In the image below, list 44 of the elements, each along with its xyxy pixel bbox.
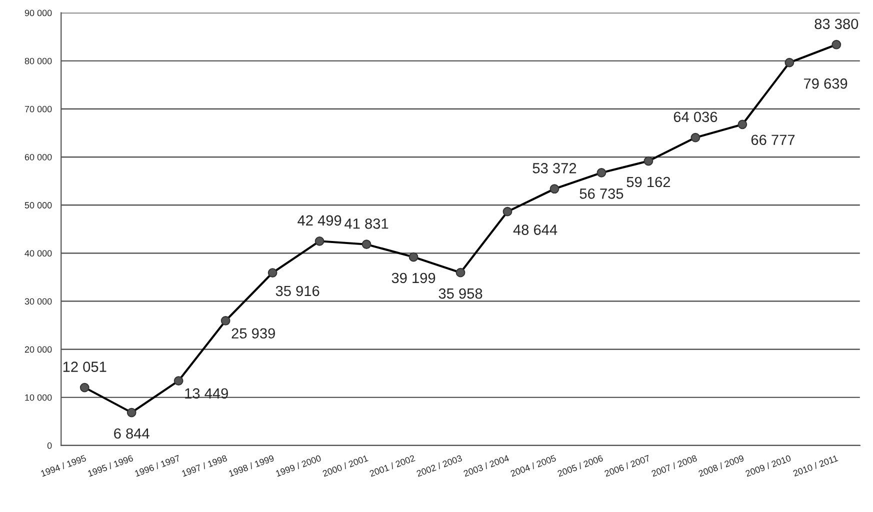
y-tick-label: 30 000 — [24, 298, 52, 305]
data-label: 56 735 — [580, 188, 624, 199]
x-tick-label: 2004 / 2005 — [510, 454, 556, 477]
data-label: 35 958 — [438, 288, 482, 299]
x-tick-label: 1995 / 1996 — [87, 454, 134, 477]
x-tick-label: 1998 / 1999 — [228, 454, 274, 477]
x-tick-label: 2005 / 2006 — [557, 454, 604, 477]
x-tick-label: 2008 / 2009 — [698, 454, 744, 477]
data-label: 83 380 — [814, 18, 858, 30]
x-tick-label: 1996 / 1997 — [134, 454, 180, 477]
data-label: 12 051 — [63, 362, 106, 372]
x-tick-label: 2000 / 2001 — [322, 454, 368, 477]
data-label: 13 449 — [185, 388, 228, 399]
x-tick-label: 2001 / 2002 — [369, 454, 416, 477]
y-tick-label: 40 000 — [24, 250, 52, 257]
data-label: 6 844 — [114, 428, 150, 439]
x-tick-label: 2002 / 2003 — [416, 454, 462, 477]
data-label: 42 499 — [298, 215, 342, 226]
y-tick-label: 20 000 — [24, 346, 52, 353]
data-label: 79 639 — [804, 78, 848, 89]
data-label: 25 939 — [232, 328, 275, 339]
x-tick-label: 1999 / 2000 — [275, 454, 322, 477]
x-tick-label: 2009 / 2010 — [745, 454, 792, 477]
data-label: 39 199 — [392, 272, 436, 284]
x-tick-label: 1997 / 1998 — [181, 454, 228, 477]
data-label: 66 777 — [751, 134, 795, 146]
y-tick-label: 60 000 — [24, 154, 52, 160]
y-tick-label: 50 000 — [24, 202, 52, 208]
x-tick-label: 2007 / 2008 — [651, 454, 698, 477]
y-tick-label: 80 000 — [24, 58, 52, 64]
x-tick-label: 2010 / 2011 — [792, 454, 838, 477]
data-label: 53 372 — [532, 163, 576, 174]
x-tick-label: 2003 / 2004 — [463, 454, 510, 477]
data-label: 48 644 — [513, 224, 558, 235]
x-tick-label: 1994 / 1995 — [40, 454, 87, 477]
data-label: 41 831 — [344, 218, 388, 229]
x-tick-label: 2006 / 2007 — [604, 454, 650, 477]
y-tick-label: 70 000 — [24, 106, 52, 112]
data-label: 64 036 — [674, 112, 718, 122]
y-tick-label: 0 — [47, 442, 52, 449]
data-label: 59 162 — [626, 176, 670, 188]
data-label: 35 916 — [276, 286, 320, 296]
y-tick-label: 90 000 — [24, 10, 52, 16]
y-tick-label: 10 000 — [25, 394, 52, 401]
